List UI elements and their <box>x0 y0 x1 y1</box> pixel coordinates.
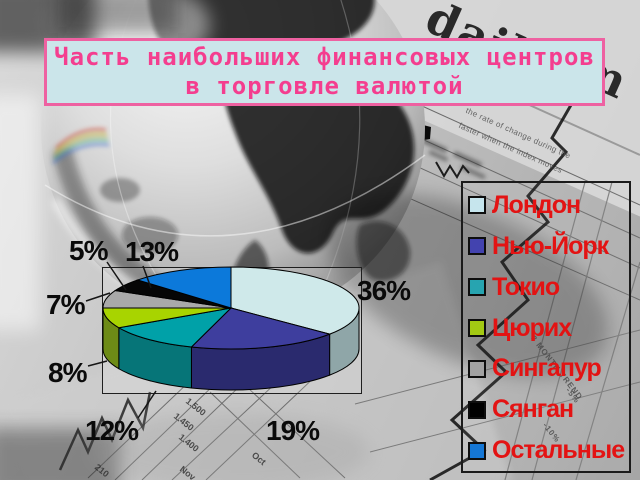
legend-label: Токио <box>492 272 560 301</box>
legend-item: Нью-Йорк <box>468 226 629 267</box>
pie-percent-label: 13% <box>125 236 179 267</box>
legend-swatch-icon <box>468 237 486 256</box>
listing-smudge <box>421 138 486 180</box>
legend-label: Остальные <box>492 436 625 465</box>
pie-percent-label: 7% <box>46 289 85 320</box>
legend-item: Лондон <box>468 185 629 226</box>
legend-item: Остальные <box>468 430 629 471</box>
legend-swatch-icon <box>468 278 486 297</box>
pie-slice-2 <box>117 307 233 348</box>
legend-label: Цюрих <box>492 313 572 342</box>
legend-label: Лондон <box>492 190 581 219</box>
legend-item: Сянган <box>468 389 629 430</box>
legend-swatch-icon <box>468 400 486 419</box>
pie-slice-1 <box>190 307 332 350</box>
legend-label: Сингапур <box>492 354 602 383</box>
title-line-1: Часть наибольших финансовых центров <box>54 43 595 71</box>
pie-percent-label: 5% <box>69 235 108 266</box>
pie-slice-6 <box>136 266 232 309</box>
legend-swatch-icon <box>468 319 486 337</box>
pie-percent-label: 12% <box>85 415 139 446</box>
title-line-2: в торговле валютой <box>185 72 464 100</box>
pie-slice-0 <box>230 266 360 335</box>
pie-percent-label: 8% <box>48 357 87 388</box>
legend-label: Сянган <box>492 395 574 424</box>
legend-item: Сингапур <box>468 348 629 389</box>
legend-item: Токио <box>468 267 629 308</box>
legend-box: Лондон Нью-Йорк Токио Цюрих Сингапур Сянган Ос… <box>461 181 631 473</box>
label-leader-line <box>142 265 152 289</box>
label-leader-line <box>85 292 111 302</box>
legend-swatch-icon <box>468 359 486 378</box>
mini-zigzag-line <box>435 161 470 179</box>
pie-percent-label: 36% <box>357 275 411 306</box>
label-leader-line <box>87 360 108 367</box>
legend-label: Нью-Йорк <box>492 231 609 260</box>
pie-percent-label: 19% <box>266 415 320 446</box>
label-leader-line <box>137 390 157 419</box>
title-box: Часть наибольших финансовых центров в то… <box>44 38 605 106</box>
legend-swatch-icon <box>468 441 486 460</box>
legend-item: Цюрих <box>468 308 629 349</box>
label-leader-line <box>106 261 127 291</box>
legend-swatch-icon <box>468 196 486 215</box>
rainbow-refraction <box>52 127 110 165</box>
